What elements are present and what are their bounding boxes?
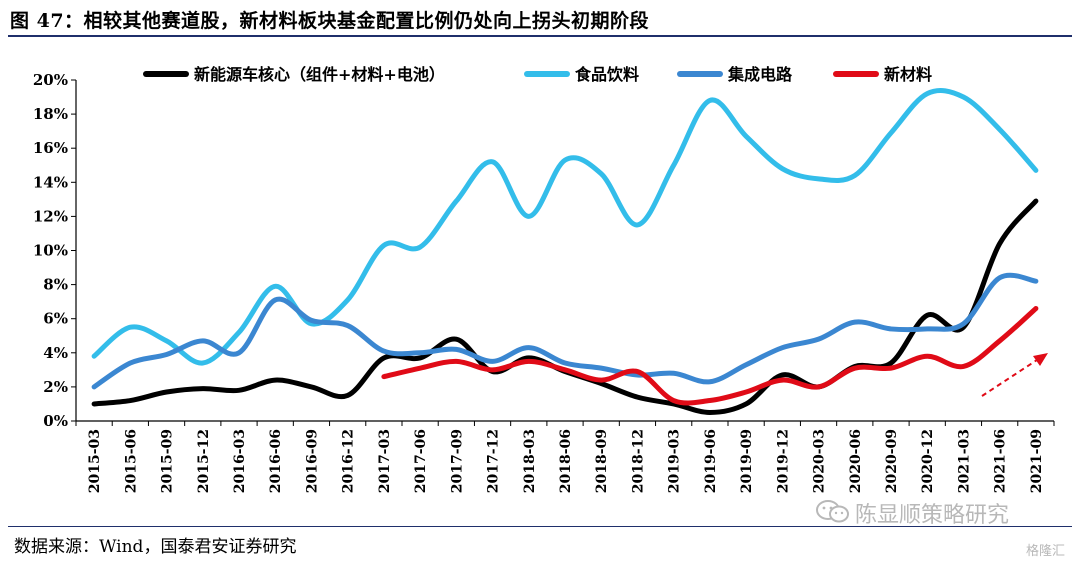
legend-label-food-beverage: 食品饮料 <box>574 65 639 84</box>
series-line-integrated-circuit <box>91 272 1039 390</box>
watermark-logo-text: 格隆汇 <box>1026 544 1066 559</box>
x-tick-label: 2019-03 <box>667 429 683 493</box>
x-tick-label: 2020-12 <box>920 429 936 493</box>
y-tick-label: 0% <box>43 412 68 430</box>
source-note: 数据来源：Wind，国泰君安证券研究 <box>14 537 297 557</box>
x-tick-label: 2020-09 <box>884 429 900 493</box>
legend-label-integrated-circuit: 集成电路 <box>727 65 793 84</box>
x-tick-label: 2019-06 <box>703 429 719 493</box>
y-tick-label: 6% <box>43 310 68 328</box>
x-tick-label: 2017-09 <box>449 429 465 493</box>
x-tick-label: 2019-12 <box>775 429 791 493</box>
y-tick-label: 8% <box>43 276 68 294</box>
x-tick-label: 2016-06 <box>268 429 284 493</box>
legend-label-new-materials: 新材料 <box>884 65 932 84</box>
x-tick-label: 2018-09 <box>594 429 610 493</box>
x-tick-label: 2021-09 <box>1029 429 1045 493</box>
x-tick-label: 2016-03 <box>232 429 248 493</box>
x-tick-label: 2018-12 <box>630 429 646 493</box>
y-tick-label: 12% <box>33 207 68 225</box>
series-line-new-materials <box>381 305 1039 406</box>
legend-label-new-energy-vehicle: 新能源车核心（组件+材料+电池） <box>194 65 445 84</box>
x-tick-label: 2016-12 <box>341 429 357 493</box>
x-tick-label: 2015-09 <box>160 429 176 493</box>
y-tick-label: 16% <box>33 139 68 157</box>
y-tick-label: 10% <box>33 242 68 260</box>
x-tick-label: 2021-06 <box>993 429 1009 493</box>
y-tick-label: 20% <box>33 71 68 89</box>
y-tick-label: 14% <box>33 173 68 191</box>
y-tick-label: 18% <box>33 105 68 123</box>
x-tick-label: 2015-12 <box>196 429 212 493</box>
line-chart: 0% 2% 4% 6% 8% 10% 12% 14% 16% 18% 20% 2015-03 2015-… <box>33 65 1055 493</box>
x-tick-label: 2020-06 <box>848 429 864 493</box>
x-tick-label: 2017-06 <box>413 429 429 493</box>
figure-title: 图 47：相较其他赛道股，新材料板块基金配置比例仍处向上拐头初期阶段 <box>10 10 650 32</box>
x-tick-label: 2019-09 <box>739 429 755 493</box>
series-line-new-energy-vehicle <box>91 198 1039 415</box>
title-divider <box>8 35 1072 37</box>
x-tick-label: 2018-06 <box>558 429 574 493</box>
series-line-food-beverage <box>91 88 1039 366</box>
x-tick-label: 2021-03 <box>956 429 972 493</box>
arrow-head <box>1033 353 1048 366</box>
x-tick-label: 2017-12 <box>486 429 502 493</box>
x-tick-label: 2015-06 <box>123 429 139 493</box>
y-tick-label: 4% <box>43 344 68 362</box>
x-tick-label: 2016-09 <box>304 429 320 493</box>
x-tick-label: 2020-03 <box>812 429 828 493</box>
watermark-text: 陈显顺策略研究 <box>855 503 1010 528</box>
dashed-arrow-icon <box>981 357 1041 397</box>
x-tick-label: 2017-03 <box>377 429 393 493</box>
x-tick-label: 2018-03 <box>522 429 538 493</box>
y-tick-label: 2% <box>43 378 68 396</box>
source-divider <box>8 526 1072 527</box>
x-tick-label: 2015-03 <box>87 429 103 493</box>
wechat-icon <box>816 500 849 523</box>
